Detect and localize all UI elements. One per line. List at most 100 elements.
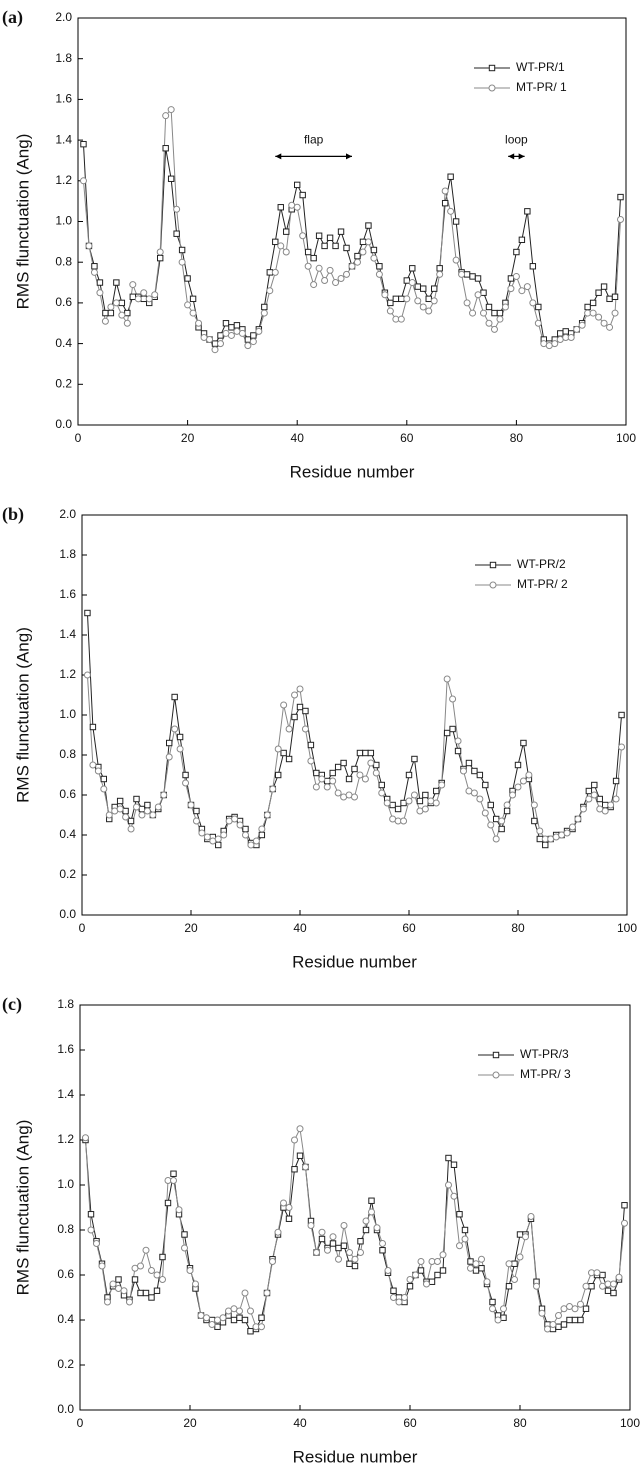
data-point bbox=[116, 797, 124, 805]
data-point bbox=[534, 319, 542, 327]
data-point bbox=[461, 1226, 469, 1234]
data-point bbox=[472, 1260, 480, 1268]
data-point bbox=[503, 801, 511, 809]
data-point bbox=[329, 769, 336, 777]
data-point bbox=[445, 1181, 452, 1189]
arrow-head bbox=[508, 153, 515, 160]
data-point bbox=[525, 771, 533, 779]
data-point bbox=[171, 693, 178, 701]
data-point bbox=[428, 1278, 436, 1285]
data-point bbox=[511, 1276, 518, 1283]
data-point bbox=[555, 1312, 562, 1319]
data-point bbox=[430, 297, 438, 305]
data-point bbox=[617, 215, 625, 223]
series-line bbox=[86, 612, 623, 847]
data-point bbox=[94, 767, 102, 775]
data-point bbox=[518, 287, 526, 295]
data-point bbox=[242, 825, 249, 833]
data-point bbox=[419, 303, 427, 311]
data-point bbox=[400, 799, 407, 807]
data-point bbox=[500, 1305, 507, 1313]
x-tick-label: 20 bbox=[184, 921, 198, 935]
data-point bbox=[266, 287, 274, 295]
data-point bbox=[600, 319, 608, 327]
y-axis-label: RMS flunctuation (Ang) bbox=[13, 1120, 32, 1296]
data-point bbox=[412, 1271, 419, 1279]
data-point bbox=[362, 1226, 370, 1234]
data-point bbox=[381, 291, 389, 299]
data-point bbox=[192, 817, 200, 825]
data-point bbox=[138, 811, 146, 819]
data-point bbox=[346, 1260, 353, 1267]
legend-marker bbox=[489, 581, 497, 589]
data-point bbox=[536, 835, 543, 843]
data-point bbox=[107, 303, 115, 311]
x-tick-label: 20 bbox=[181, 431, 195, 445]
x-tick-label: 0 bbox=[79, 921, 86, 935]
data-point bbox=[137, 1262, 144, 1270]
data-point bbox=[516, 1231, 524, 1238]
data-point bbox=[149, 811, 157, 819]
y-tick-label: 1.0 bbox=[57, 1177, 74, 1191]
data-point bbox=[378, 781, 385, 789]
data-point bbox=[131, 1276, 139, 1283]
data-point bbox=[606, 295, 613, 303]
legend-marker bbox=[488, 64, 496, 72]
data-point bbox=[436, 270, 444, 278]
data-point bbox=[449, 695, 457, 703]
data-point bbox=[263, 1289, 271, 1297]
plot-frame bbox=[79, 1004, 631, 1411]
data-point bbox=[357, 1249, 364, 1256]
data-point bbox=[585, 787, 593, 795]
data-point bbox=[222, 320, 230, 327]
data-point bbox=[524, 208, 531, 215]
data-point bbox=[387, 299, 394, 307]
data-point bbox=[313, 769, 320, 777]
data-point bbox=[332, 242, 339, 250]
data-point bbox=[181, 1231, 188, 1238]
data-point bbox=[400, 817, 408, 825]
data-point bbox=[203, 1314, 210, 1322]
data-point bbox=[463, 271, 471, 278]
legend-label: WT-PR/3 bbox=[520, 1047, 569, 1061]
data-point bbox=[154, 803, 162, 811]
data-point bbox=[184, 301, 192, 309]
y-tick-label: 1.8 bbox=[59, 547, 76, 561]
data-point bbox=[280, 749, 287, 757]
data-point bbox=[79, 177, 87, 185]
data-point bbox=[390, 1287, 397, 1294]
data-point bbox=[501, 303, 509, 311]
data-point bbox=[247, 1328, 254, 1335]
data-point bbox=[494, 1316, 502, 1324]
y-tick-label: 2.0 bbox=[55, 10, 72, 24]
data-point bbox=[313, 1249, 320, 1256]
data-point bbox=[124, 309, 131, 317]
data-point bbox=[362, 749, 369, 757]
data-point bbox=[140, 295, 147, 303]
y-tick-label: 0.0 bbox=[59, 907, 76, 921]
data-point bbox=[601, 807, 609, 815]
data-point bbox=[343, 244, 350, 252]
data-point bbox=[181, 1244, 188, 1252]
data-point bbox=[157, 254, 164, 262]
data-point bbox=[599, 1271, 606, 1279]
data-point bbox=[170, 1177, 177, 1184]
series-line bbox=[85, 1139, 625, 1332]
data-point bbox=[507, 285, 515, 293]
data-point bbox=[173, 205, 181, 213]
data-point bbox=[450, 1161, 458, 1168]
data-point bbox=[443, 675, 451, 683]
data-point bbox=[476, 795, 484, 803]
data-point bbox=[123, 319, 131, 327]
data-point bbox=[505, 1260, 513, 1268]
data-point bbox=[250, 332, 257, 339]
data-point bbox=[370, 254, 378, 262]
data-point bbox=[236, 1307, 243, 1315]
data-point bbox=[178, 258, 186, 266]
data-point bbox=[409, 265, 416, 272]
data-point bbox=[367, 759, 375, 767]
data-point bbox=[403, 295, 411, 303]
data-point bbox=[326, 266, 334, 274]
data-point bbox=[476, 771, 484, 779]
data-point bbox=[329, 1233, 337, 1241]
